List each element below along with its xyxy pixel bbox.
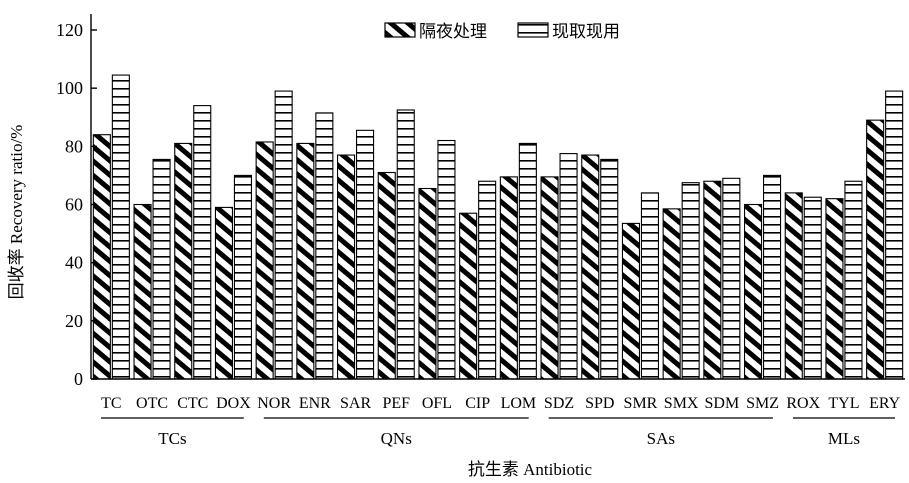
bar-overnight-nor [255, 141, 274, 380]
bar-fresh-cip [478, 180, 497, 380]
group-label-sas: SAs [647, 429, 675, 448]
bar-overnight-otc [133, 203, 152, 380]
bar-overnight-cip [459, 212, 478, 380]
bar-overnight-pef [377, 171, 396, 380]
bar-fresh-sar [355, 129, 375, 380]
bar-overnight-spd [581, 154, 600, 380]
y-tick-label: 40 [65, 253, 83, 273]
x-tick-label-sdm: SDM [705, 395, 740, 412]
x-tick-label-enr: ENR [299, 395, 331, 412]
axes-layer: 0 20 40 60 80 100 120 [56, 14, 905, 389]
x-tick-label-nor: NOR [257, 395, 291, 412]
y-tick-label: 100 [56, 78, 83, 98]
x-tick-label-ery: ERY [869, 395, 901, 412]
bar-fresh-ctc [193, 105, 212, 380]
bar-overnight-ctc [174, 142, 193, 380]
bar-overnight-smr [621, 222, 641, 380]
bar-overnight-smx [662, 208, 681, 380]
x-tick-label-ofl: OFL [422, 395, 452, 412]
bar-overnight-sdm [703, 180, 722, 380]
x-tick-label-smx: SMX [664, 395, 699, 412]
bar-fresh-nor [274, 90, 293, 380]
category-groups: TCs QNs SAs MLs [101, 417, 895, 448]
legend: 隔夜处理 现取现用 [384, 22, 620, 41]
x-tick-label-tyl: TYL [828, 395, 859, 412]
bar-overnight-smz [743, 203, 763, 380]
group-label-mls: MLs [828, 429, 860, 448]
x-axis-title: 抗生素 Antibiotic [468, 460, 593, 479]
y-axis-title: 回收率 Recovery ratio/% [7, 125, 26, 300]
legend-label-fresh: 现取现用 [552, 22, 620, 41]
x-tick-label-ctc: CTC [177, 395, 208, 412]
legend-swatch-fresh [517, 22, 549, 38]
bar-overnight-tc [92, 134, 111, 380]
bar-overnight-ery [866, 119, 885, 380]
bar-overnight-dox [214, 206, 233, 380]
bar-fresh-spd [600, 158, 619, 380]
bar-fresh-sdz [559, 153, 578, 380]
bar-overnight-tyl [825, 198, 844, 380]
x-tick-label-sar: SAR [340, 395, 371, 412]
y-tick-label: 80 [65, 136, 83, 156]
y-tick-label: 60 [65, 195, 83, 215]
x-tick-label-smz: SMZ [746, 395, 779, 412]
y-tick-label: 20 [65, 311, 83, 331]
bar-fresh-rox [803, 196, 822, 380]
bar-overnight-enr [296, 142, 315, 380]
bar-fresh-ofl [437, 139, 456, 380]
x-tick-label-otc: OTC [136, 395, 168, 412]
x-tick-labels: TC OTC CTC DOX NOR ENR SAR PEF OFL CIP LOM SDZ SPD SM… [101, 395, 901, 412]
bar-fresh-otc [152, 158, 171, 380]
x-tick-label-dox: DOX [216, 395, 251, 412]
bar-overnight-sdz [540, 176, 559, 380]
bar-fresh-pef [396, 109, 415, 380]
bar-overnight-ofl [418, 187, 437, 380]
bar-fresh-tyl [844, 180, 863, 380]
legend-swatch-overnight [384, 22, 416, 38]
bars-layer [92, 74, 904, 380]
bar-fresh-enr [315, 112, 334, 380]
bar-fresh-smx [681, 182, 700, 380]
bar-overnight-lom [499, 176, 518, 380]
bar-fresh-dox [233, 174, 252, 380]
bar-fresh-smz [762, 174, 782, 380]
x-tick-label-cip: CIP [465, 395, 490, 412]
bar-fresh-smr [640, 192, 660, 380]
bar-fresh-lom [518, 142, 537, 380]
x-tick-label-smr: SMR [624, 395, 658, 412]
group-label-qns: QNs [381, 429, 412, 448]
bar-fresh-ery [885, 90, 904, 380]
bar-fresh-tc [111, 74, 130, 380]
x-tick-label-tc: TC [101, 395, 121, 412]
bar-overnight-sar [336, 154, 356, 380]
group-label-tcs: TCs [158, 429, 186, 448]
legend-label-overnight: 隔夜处理 [419, 22, 487, 41]
y-tick-label: 0 [74, 369, 83, 389]
x-tick-label-sdz: SDZ [544, 395, 574, 412]
x-tick-label-rox: ROX [786, 395, 820, 412]
x-tick-label-lom: LOM [501, 395, 537, 412]
bar-overnight-rox [784, 192, 803, 380]
x-tick-label-pef: PEF [382, 395, 410, 412]
bar-fresh-sdm [722, 177, 741, 380]
y-tick-label: 120 [56, 20, 83, 40]
x-tick-label-spd: SPD [585, 395, 614, 412]
